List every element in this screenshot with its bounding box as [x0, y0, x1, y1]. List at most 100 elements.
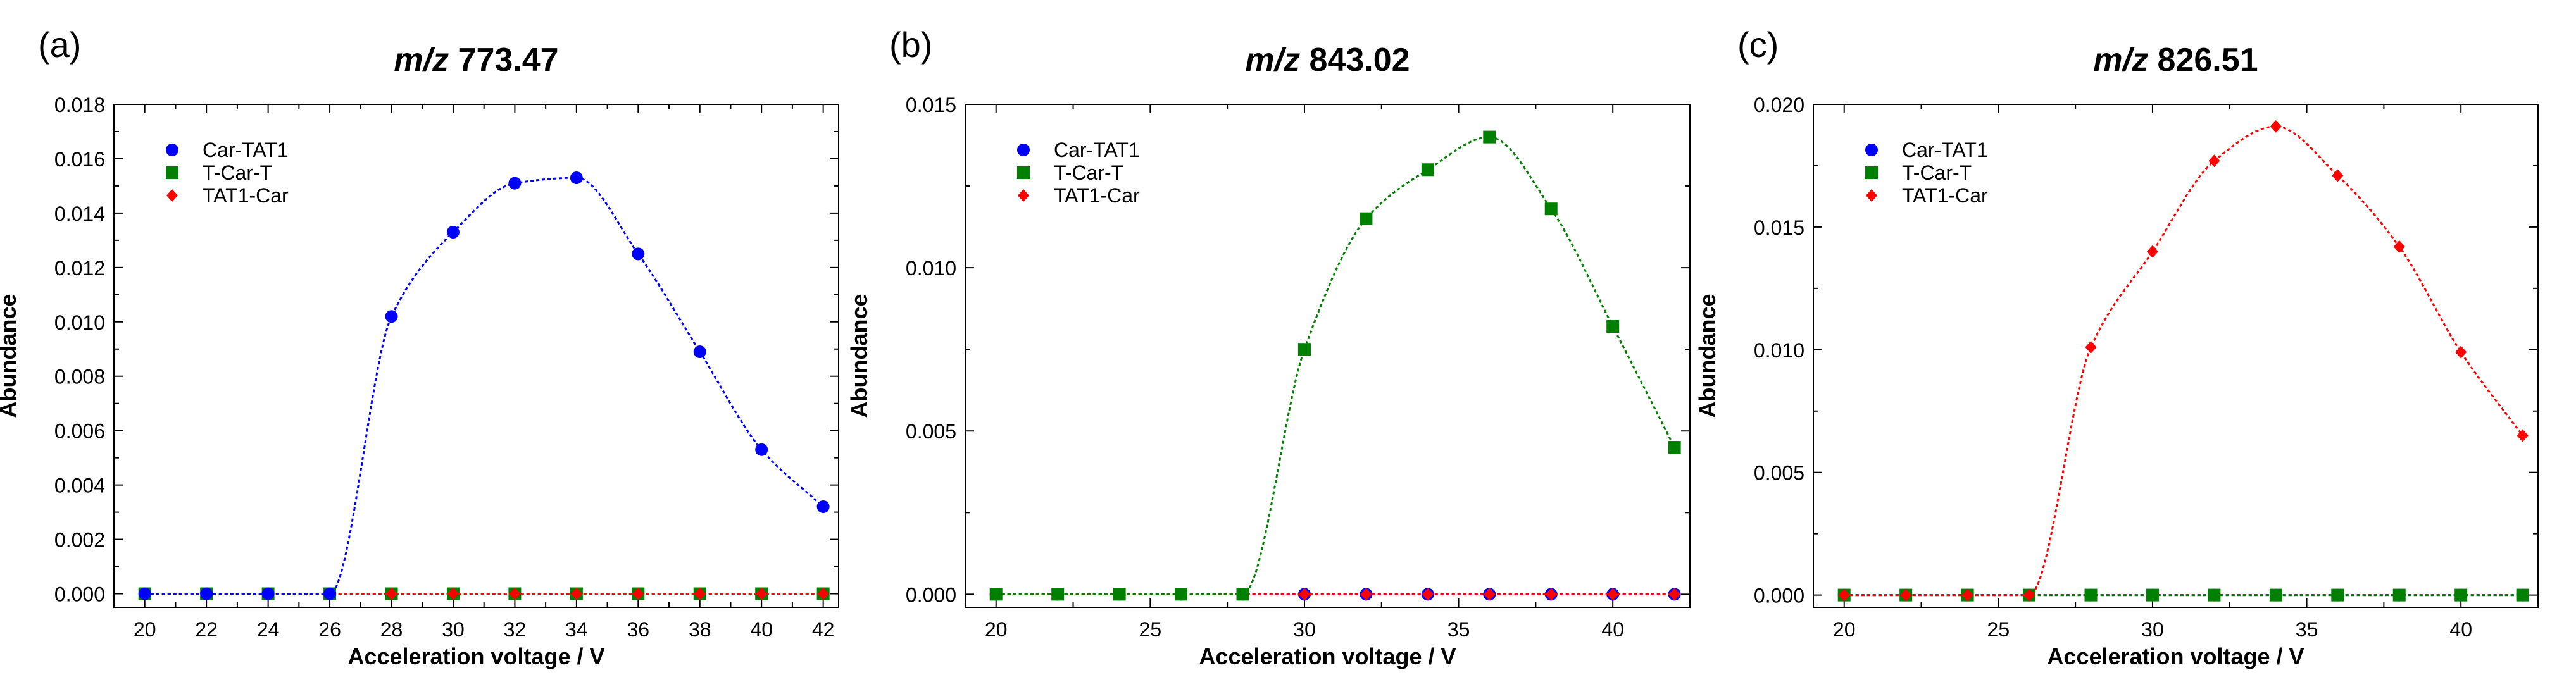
data-point — [2269, 588, 2282, 602]
data-point — [817, 587, 829, 600]
legend-label: Car-TAT1 — [203, 139, 289, 161]
data-point — [2270, 120, 2282, 133]
legend-label: TAT1-Car — [1902, 184, 1988, 207]
y-tick-label: 0.020 — [1754, 94, 1804, 116]
data-point — [2208, 154, 2220, 168]
x-tick-label: 40 — [750, 618, 773, 641]
data-point — [2146, 245, 2158, 258]
data-point — [2331, 588, 2344, 602]
data-point — [570, 587, 582, 600]
panel-label: (a) — [38, 25, 81, 65]
data-point — [816, 500, 830, 513]
x-tick-label: 42 — [812, 618, 835, 641]
data-point — [2454, 588, 2468, 602]
legend-marker — [1017, 166, 1030, 179]
y-tick-label: 0.005 — [906, 420, 956, 443]
x-tick-label: 30 — [1293, 618, 1316, 641]
data-point — [446, 225, 460, 239]
data-point — [385, 310, 398, 323]
x-tick-label: 20 — [1833, 618, 1856, 641]
legend-marker — [166, 189, 178, 202]
data-point — [509, 587, 521, 600]
chart-title-value: 843.02 — [1300, 42, 1410, 78]
data-point — [2332, 169, 2344, 182]
chart-title-prefix: m/z — [2093, 42, 2148, 78]
legend-label: Car-TAT1 — [1054, 139, 1140, 161]
y-axis-label: Abundance — [1694, 294, 1720, 418]
y-tick-label: 0.014 — [54, 202, 105, 225]
panel-2: (b) m/z 843.02 0.000 0.005 0.010 0.015 20 25 30 3… — [846, 25, 1691, 669]
chart-title-value: 773.47 — [449, 42, 559, 78]
plot-area — [113, 104, 839, 608]
y-tick-label: 0.000 — [54, 583, 105, 606]
x-tick-label: 34 — [565, 618, 588, 641]
data-point — [1900, 588, 1912, 602]
y-tick-label: 0.010 — [54, 311, 105, 334]
legend-label: Car-TAT1 — [1902, 139, 1988, 161]
plot-area — [1813, 104, 2539, 608]
data-point — [632, 247, 645, 261]
data-point — [2455, 345, 2467, 359]
x-tick-label: 35 — [1447, 618, 1470, 641]
x-tick-label: 24 — [257, 618, 280, 641]
data-point — [2084, 588, 2098, 602]
y-tick-label: 0.005 — [1754, 462, 1804, 485]
data-point — [1607, 588, 1619, 601]
data-point — [1484, 588, 1496, 601]
x-tick-label: 40 — [2449, 618, 2472, 641]
x-tick-label: 38 — [689, 618, 711, 641]
series-t-car-t — [989, 130, 1681, 601]
x-tick-label: 35 — [2296, 618, 2318, 641]
data-point — [1545, 588, 1557, 601]
data-point — [2208, 588, 2221, 602]
y-tick-label: 0.000 — [1754, 585, 1804, 607]
panel-label: (c) — [1737, 25, 1779, 65]
x-tick-label: 30 — [2141, 618, 2164, 641]
data-point — [2517, 429, 2529, 442]
y-tick-label: 0.002 — [54, 529, 105, 552]
data-point — [694, 587, 706, 600]
x-tick-label: 25 — [1987, 618, 2010, 641]
y-tick-label: 0.010 — [906, 257, 956, 280]
data-point — [2023, 588, 2035, 602]
data-point — [693, 345, 706, 359]
data-point — [989, 588, 1003, 601]
legend-marker — [1866, 189, 1877, 202]
x-axis-label: Acceleration voltage / V — [2047, 643, 2304, 669]
data-point — [2393, 240, 2405, 253]
data-point — [2085, 340, 2097, 354]
series-line — [1844, 125, 2523, 597]
legend-marker — [1017, 144, 1030, 156]
data-point — [200, 587, 213, 600]
data-point — [1483, 130, 1496, 144]
data-point — [1175, 588, 1188, 601]
x-tick-label: 28 — [380, 618, 403, 641]
y-tick-label: 0.010 — [1754, 339, 1804, 362]
y-tick-label: 0.008 — [54, 366, 105, 388]
legend-label: T-Car-T — [203, 161, 272, 184]
x-axis-label: Acceleration voltage / V — [347, 643, 604, 669]
legend-marker — [166, 166, 178, 179]
data-point — [1668, 588, 1680, 601]
data-point — [1298, 588, 1310, 601]
chart-title-prefix: m/z — [394, 42, 449, 78]
data-point — [1961, 588, 1973, 602]
data-point — [1360, 588, 1372, 601]
y-tick-label: 0.012 — [54, 257, 105, 280]
chart-title: m/z 773.47 — [394, 42, 558, 78]
series-line — [996, 136, 1675, 595]
x-tick-label: 22 — [195, 618, 218, 641]
legend-marker — [1865, 144, 1878, 156]
series-line — [144, 177, 824, 595]
panel-1: (a) m/z 773.47 0.000 0.002 0.004 0.006 0.008 0.… — [0, 25, 839, 669]
data-point — [1360, 212, 1373, 225]
y-tick-label: 0.018 — [54, 94, 105, 116]
data-point — [1051, 588, 1065, 601]
x-tick-label: 40 — [1601, 618, 1624, 641]
plot-area — [965, 104, 1691, 608]
x-tick-label: 20 — [134, 618, 156, 641]
